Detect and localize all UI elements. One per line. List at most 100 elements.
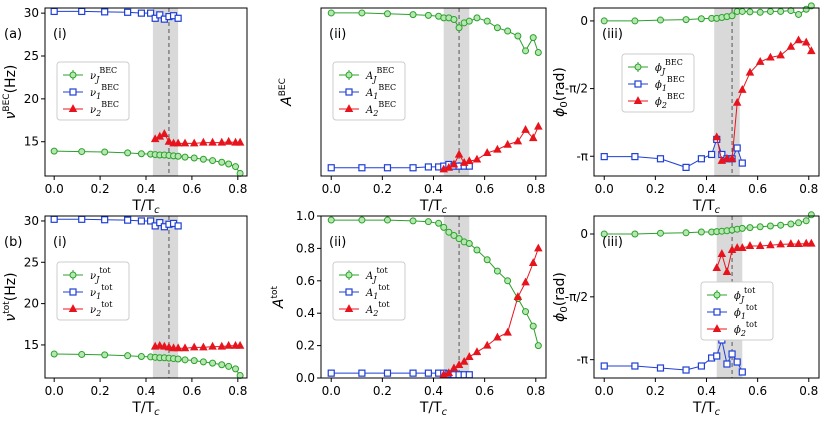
legend-marker-J	[634, 63, 642, 71]
point-two	[807, 46, 816, 55]
point-J	[327, 216, 335, 224]
row-label-b: (b)	[4, 235, 22, 250]
x-tick-label: 0.4	[424, 384, 443, 398]
point-two	[732, 243, 742, 251]
point-two	[493, 144, 502, 153]
point-J	[756, 8, 764, 16]
point-J	[807, 211, 815, 219]
x-tick-label: 0.6	[748, 384, 767, 398]
point-one	[465, 371, 473, 379]
point-one	[697, 362, 705, 370]
point-one	[50, 215, 58, 223]
y-tick-label: 15	[24, 135, 39, 149]
point-one	[738, 368, 746, 376]
legend-label-two: A2tot	[365, 300, 390, 318]
x-tick-label: 0.2	[91, 182, 110, 196]
legend-marker-J	[345, 271, 353, 279]
point-J	[777, 7, 785, 15]
point-J	[190, 154, 198, 162]
point-J	[766, 7, 774, 15]
point-J	[682, 229, 690, 237]
point-two	[180, 343, 190, 352]
point-one	[383, 164, 392, 172]
legend-label-two: ϕ2BEC	[655, 92, 685, 110]
panels: 0.0 0.2 0.4 0.6 0.8 15 20 25 30 T/Tc νBEC(Hz) (i) νJ…	[2, 2, 820, 418]
point-one	[631, 153, 639, 161]
x-axis-label: T/Tc	[131, 400, 160, 418]
point-two	[766, 52, 775, 61]
point-J	[697, 228, 705, 236]
point-two	[155, 340, 165, 349]
y-axis-label: ABEC	[278, 78, 295, 107]
point-two	[217, 341, 227, 350]
point-J	[631, 230, 639, 238]
legend-marker-J	[713, 291, 721, 299]
point-two	[503, 139, 512, 148]
point-J	[137, 353, 145, 361]
point-J	[465, 17, 473, 25]
x-tick-label: 0.8	[526, 182, 545, 196]
point-two	[766, 240, 775, 249]
point-two	[528, 258, 538, 266]
point-J	[504, 277, 512, 285]
point-one	[101, 8, 109, 16]
point-one	[409, 369, 417, 377]
point-two	[801, 37, 811, 46]
point-one	[174, 14, 182, 22]
y-tick-label: 1.0	[296, 209, 315, 223]
point-J	[777, 221, 785, 229]
y-tick-label: 0.8	[296, 241, 315, 255]
point-J	[455, 235, 463, 243]
point-one	[156, 219, 164, 227]
point-one	[124, 216, 132, 224]
point-J	[473, 246, 481, 254]
panel-a-i: 0.0 0.2 0.4 0.6 0.8 15 20 25 30 T/Tc νBEC(Hz) (i) νJ…	[2, 6, 248, 216]
y-tick-label: 0.0	[296, 371, 315, 385]
point-J	[600, 17, 608, 25]
point-one	[723, 360, 731, 368]
x-tick-label: 0.4	[424, 182, 443, 196]
point-J	[358, 216, 366, 224]
point-J	[174, 355, 182, 363]
point-J	[236, 372, 244, 380]
point-J	[631, 17, 639, 25]
x-tick-label: 0.6	[475, 182, 494, 196]
point-J	[728, 12, 736, 20]
x-tick-label: 0.2	[373, 384, 392, 398]
legend-label-two: A2BEC	[365, 100, 396, 118]
legend-label-J: νJtot	[90, 266, 111, 284]
point-one	[146, 9, 155, 17]
point-two	[235, 340, 245, 349]
y-axis-label: νtot(Hz)	[2, 272, 19, 321]
point-J	[209, 157, 217, 165]
point-J	[409, 217, 417, 225]
point-one	[124, 8, 132, 16]
point-J	[101, 148, 109, 156]
point-J	[358, 9, 366, 17]
point-J	[225, 160, 233, 168]
point-two	[755, 241, 765, 249]
y-tick-label: 0	[580, 227, 588, 241]
point-J	[656, 229, 664, 237]
point-two	[217, 137, 227, 146]
point-two	[776, 50, 785, 59]
x-tick-label: 0.8	[799, 182, 818, 196]
point-J	[327, 9, 335, 17]
point-two	[482, 148, 492, 156]
point-J	[746, 8, 754, 16]
transition-band	[443, 8, 470, 176]
point-one	[733, 358, 741, 366]
point-J	[529, 322, 537, 330]
point-one	[383, 369, 392, 377]
legend-label-J: AJtot	[365, 266, 388, 284]
legend-marker-one	[713, 308, 721, 316]
x-tick-label: 0.0	[322, 182, 341, 196]
point-two	[189, 138, 199, 147]
point-one	[682, 366, 690, 374]
point-one	[327, 369, 335, 377]
transition-band	[152, 216, 179, 378]
x-tick-label: 0.2	[91, 384, 110, 398]
x-tick-label: 0.4	[136, 182, 155, 196]
panel-tag: (ii)	[329, 235, 346, 250]
